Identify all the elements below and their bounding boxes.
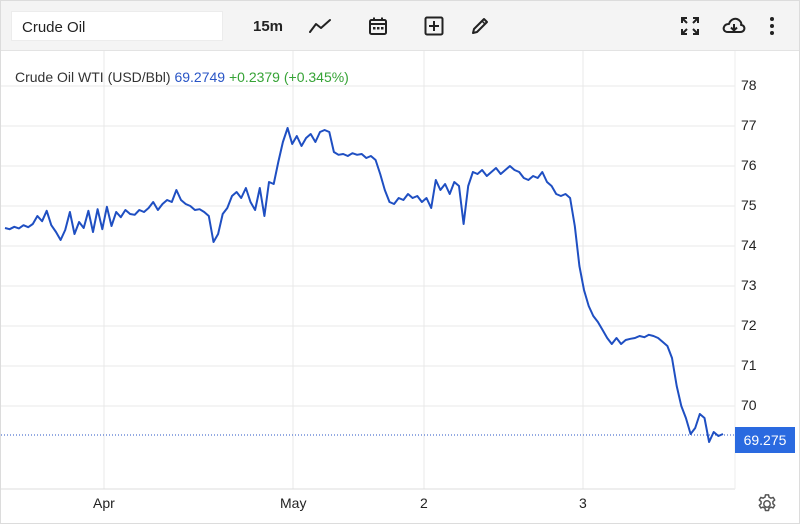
y-tick-label: 71 <box>741 357 757 373</box>
add-indicator-icon[interactable] <box>419 11 449 41</box>
line-chart-icon[interactable] <box>305 11 335 41</box>
x-tick-label: 3 <box>579 495 587 511</box>
quote-header: Crude Oil WTI (USD/Bbl) 69.2749 +0.2379 … <box>15 69 349 85</box>
interval-button[interactable]: 15m <box>252 17 284 35</box>
download-icon[interactable] <box>717 11 751 41</box>
instrument-name: Crude Oil WTI (USD/Bbl) <box>15 69 171 85</box>
y-tick-label: 76 <box>741 157 757 173</box>
last-price: 69.2749 <box>174 69 226 85</box>
fullscreen-icon[interactable] <box>675 11 705 41</box>
chart-grid <box>1 51 735 489</box>
settings-gear-icon[interactable] <box>756 493 778 515</box>
x-tick-label: 2 <box>420 495 428 511</box>
symbol-text: Crude Oil <box>22 19 86 36</box>
y-tick-label: 73 <box>741 277 757 293</box>
chart-toolbar: Crude Oil 15m <box>1 1 799 51</box>
last-price-tag: 69.275 <box>735 427 795 453</box>
symbol-search-input[interactable]: Crude Oil <box>11 11 223 41</box>
price-change: +0.2379 <box>228 69 280 85</box>
draw-pencil-icon[interactable] <box>465 11 495 41</box>
price-series-line <box>4 127 724 443</box>
y-tick-label: 75 <box>741 197 757 213</box>
y-tick-label: 77 <box>741 117 757 133</box>
y-tick-label: 70 <box>741 397 757 413</box>
calendar-icon[interactable] <box>363 11 393 41</box>
x-tick-label: Apr <box>93 495 115 511</box>
y-tick-label: 74 <box>741 237 757 253</box>
y-tick-label: 72 <box>741 317 757 333</box>
more-vert-icon[interactable] <box>761 11 783 41</box>
y-tick-label: 78 <box>741 77 757 93</box>
x-tick-label: May <box>280 495 307 511</box>
price-change-percent: (+0.345%) <box>283 69 349 85</box>
